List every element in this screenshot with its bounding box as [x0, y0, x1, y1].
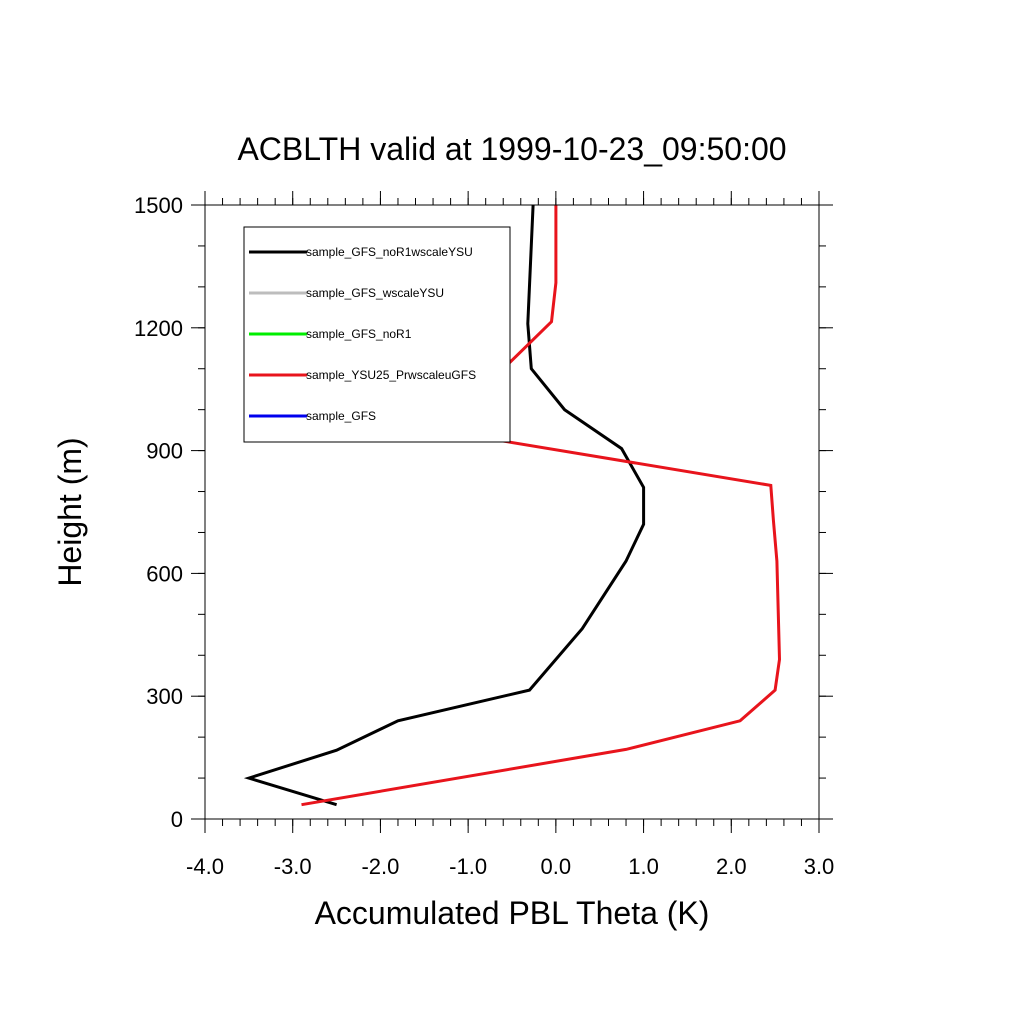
legend-label: sample_GFS_noR1wscaleYSU — [306, 245, 473, 259]
y-tick-label: 1200 — [134, 316, 183, 341]
x-tick-label: -4.0 — [186, 854, 224, 879]
x-axis-label: Accumulated PBL Theta (K) — [315, 895, 710, 931]
x-tick-label: -1.0 — [449, 854, 487, 879]
x-tick-label: -2.0 — [361, 854, 399, 879]
x-tick-label: 0.0 — [541, 854, 572, 879]
y-tick-label: 300 — [146, 684, 183, 709]
ticks-layer: -4.0 -3.0 -2.0 -1.0 0.0 1.0 2.0 3.0 0 300 600 900 12… — [134, 191, 834, 879]
y-tick-label: 1500 — [134, 193, 183, 218]
plot-frame — [204, 204, 820, 820]
x-tick-label: 1.0 — [628, 854, 659, 879]
chart-title: ACBLTH valid at 1999-10-23_09:50:00 — [237, 131, 786, 167]
x-tick-label: 3.0 — [804, 854, 835, 879]
y-tick-label: 900 — [146, 439, 183, 464]
legend-label: sample_GFS — [306, 409, 376, 423]
x-tick-label: -3.0 — [274, 854, 312, 879]
legend-label: sample_GFS_wscaleYSU — [306, 286, 444, 300]
legend-label: sample_YSU25_PrwscaleuGFS — [306, 368, 476, 382]
y-axis-label: Height (m) — [52, 437, 88, 586]
x-tick-label: 2.0 — [716, 854, 747, 879]
series-layer — [243, 204, 782, 807]
legend-label: sample_GFS_noR1 — [306, 327, 412, 341]
series-line-0 — [243, 204, 646, 807]
y-tick-label: 600 — [146, 561, 183, 586]
series-line-3 — [301, 205, 782, 807]
legend: sample_GFS_noR1wscaleYSU sample_GFS_wscal… — [243, 226, 511, 443]
y-tick-label: 0 — [171, 807, 183, 832]
